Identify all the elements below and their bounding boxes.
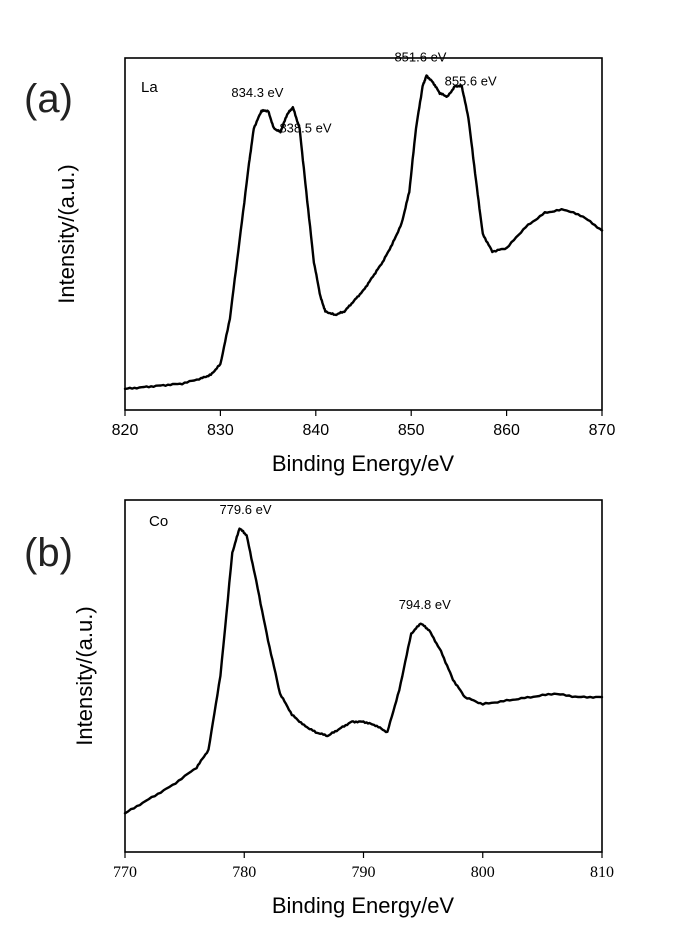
peak-annotation: 794.8 eV [399,597,451,612]
panel-a-element-label: La [141,79,158,96]
panel-b-x-ticks [124,852,603,858]
x-tick-label: 790 [352,864,376,881]
panel-a-peak-annotations: 834.3 eV 838.5 eV 851.6 eV 855.6 eV [231,50,497,136]
peak-annotation: 855.6 eV [445,74,497,89]
x-tick-label: 850 [398,422,425,439]
x-tick-label: 860 [493,422,520,439]
panel-b-y-axis-title: Intensity/(a.u.) [72,606,97,745]
panel-b-plot-frame [124,499,603,853]
x-tick-label: 770 [113,864,137,881]
panel-a-plot-frame [124,57,603,411]
x-tick-label: 830 [207,422,234,439]
panel-b-x-axis-title: Binding Energy/eV [272,893,455,918]
peak-annotation: 851.6 eV [394,50,446,65]
peak-annotation: 834.3 eV [231,85,283,100]
panel-b-x-tick-labels: 770 780 790 800 810 [113,864,614,881]
panel-a-x-axis-title: Binding Energy/eV [272,451,455,476]
panel-a-y-axis-title: Intensity/(a.u.) [54,164,79,303]
panel-a-spectrum-line [123,74,604,391]
panel-b-peak-annotations: 779.6 eV 794.8 eV [219,502,451,612]
panel-a-chart: (a) La 820 830 840 850 860 870 834.3 eV 838.5 … [24,50,615,476]
panel-b-spectrum-line [123,527,604,815]
x-tick-label: 840 [302,422,329,439]
x-tick-label: 810 [590,864,614,881]
peak-annotation: 779.6 eV [219,502,271,517]
peak-annotation: 838.5 eV [279,121,331,136]
x-tick-label: 780 [232,864,256,881]
panel-a-x-ticks [124,410,603,416]
panel-b-letter: (b) [24,531,73,575]
x-tick-label: 800 [471,864,495,881]
panel-a-letter: (a) [24,77,73,121]
panel-b-element-label: Co [149,513,168,530]
x-tick-label: 820 [112,422,139,439]
panel-a-x-tick-labels: 820 830 840 850 860 870 [112,422,616,439]
x-tick-label: 870 [589,422,616,439]
